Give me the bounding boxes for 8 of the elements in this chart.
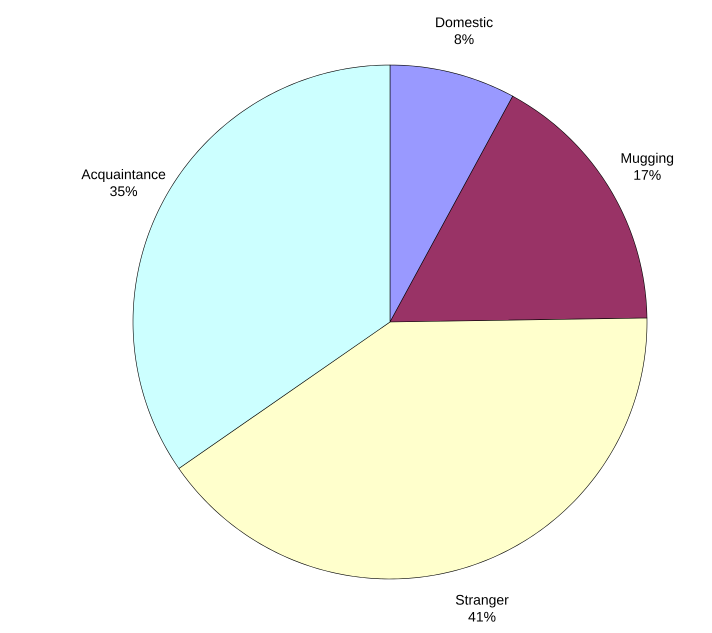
slice-label: Acquaintance bbox=[81, 168, 166, 182]
slice-label: Mugging bbox=[622, 152, 674, 166]
data-label: 35% bbox=[110, 186, 138, 196]
data-label: 17% bbox=[634, 170, 661, 180]
data-label: 8% bbox=[454, 34, 474, 44]
data-label: 41% bbox=[468, 612, 496, 622]
slice-label: Domestic bbox=[436, 16, 493, 28]
slice-label: Stranger bbox=[456, 594, 509, 608]
